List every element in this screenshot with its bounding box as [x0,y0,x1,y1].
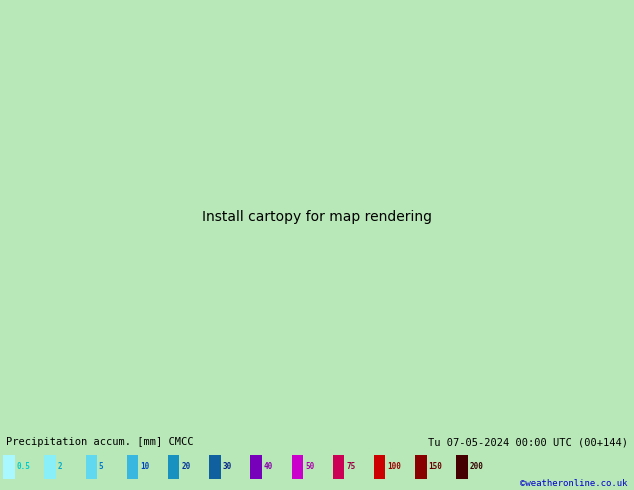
Text: Precipitation accum. [mm] CMCC: Precipitation accum. [mm] CMCC [6,437,194,447]
Text: 50: 50 [305,463,314,471]
Text: 75: 75 [346,463,356,471]
Text: ©weatheronline.co.uk: ©weatheronline.co.uk [520,479,628,488]
Text: Install cartopy for map rendering: Install cartopy for map rendering [202,210,432,224]
Text: 40: 40 [264,463,273,471]
Text: 200: 200 [470,463,484,471]
Text: 5: 5 [99,463,103,471]
Text: 100: 100 [387,463,401,471]
Text: Tu 07-05-2024 00:00 UTC (00+144): Tu 07-05-2024 00:00 UTC (00+144) [428,437,628,447]
Text: 0.5: 0.5 [16,463,30,471]
Text: 2: 2 [58,463,62,471]
Text: 30: 30 [223,463,232,471]
Text: 150: 150 [429,463,443,471]
Text: 10: 10 [140,463,150,471]
Text: 20: 20 [181,463,191,471]
